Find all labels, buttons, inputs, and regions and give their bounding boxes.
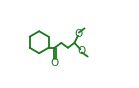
Text: O: O: [74, 29, 83, 39]
Text: O: O: [50, 58, 59, 68]
Text: O: O: [77, 46, 85, 56]
